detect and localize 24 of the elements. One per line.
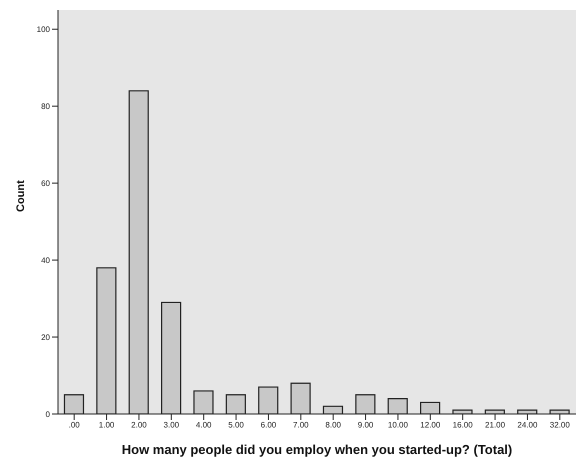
x-tick-label: 5.00 [228, 420, 244, 430]
x-tick-label: 3.00 [164, 420, 180, 430]
x-tick-label: 12.00 [420, 420, 441, 430]
y-tick-label: 100 [36, 25, 51, 34]
x-tick-label: 16.00 [452, 420, 474, 430]
x-tick-label: 9.00 [358, 420, 374, 430]
y-tick-label: 60 [41, 178, 51, 188]
x-tick-label: 32.00 [550, 420, 570, 430]
x-tick-label: 1.00 [98, 420, 115, 430]
x-tick-label: .00 [68, 420, 80, 430]
x-tick-label: 4.00 [196, 420, 212, 430]
y-tick-label: 0 [46, 410, 51, 419]
x-tick-label: 7.00 [293, 420, 310, 430]
y-axis-title: Count [14, 180, 27, 212]
y-tick-label: 80 [41, 102, 51, 112]
x-tick-label: 6.00 [260, 420, 277, 430]
x-tick-label: 8.00 [325, 420, 342, 430]
x-axis-title: How many people did you employ when you started-up? (Total) [122, 442, 512, 457]
x-tick-label: 24.00 [517, 420, 538, 430]
x-tick-label: 10.00 [388, 420, 408, 430]
y-tick-label: 40 [41, 256, 51, 265]
x-tick-label: 2.00 [131, 420, 148, 430]
y-tick-label: 20 [41, 332, 51, 342]
x-tick-label: 21.00 [485, 420, 506, 430]
